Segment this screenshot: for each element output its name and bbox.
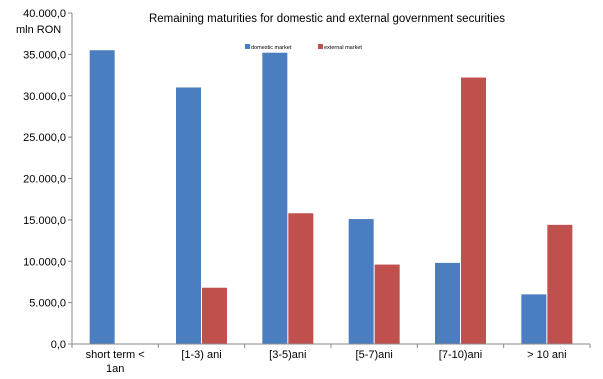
y-tick-label: 40.000,0 — [23, 8, 66, 20]
bar-external — [547, 224, 573, 344]
bar-domestic — [262, 52, 288, 344]
x-tick-label: [3-5)ani — [269, 349, 306, 361]
legend-label: domestic market — [251, 45, 292, 51]
x-tick-label: > 10 ani — [527, 349, 566, 361]
x-tick-label: [7-10)ani — [439, 349, 482, 361]
bar-external — [374, 264, 400, 344]
y-tick-label: 20.000,0 — [23, 174, 66, 186]
bars — [89, 50, 573, 345]
y-tick-label: 10.000,0 — [23, 256, 66, 268]
bar-external — [202, 287, 227, 344]
legend-label: external market — [324, 45, 362, 51]
bar-domestic — [89, 50, 115, 345]
y-axis-label: mln RON — [16, 24, 61, 36]
bar-external — [461, 77, 486, 345]
bar-domestic — [435, 262, 460, 344]
y-tick-label: 5.000,0 — [29, 298, 66, 310]
x-tick-label: short term <1an — [86, 349, 145, 375]
y-tick-label: 35.000,0 — [23, 49, 66, 61]
legend: domestic market external market — [245, 44, 362, 51]
bar-domestic — [348, 219, 374, 344]
y-axis-ticks: 0,0 5.000,0 10.000,0 15.000,0 20.000,0 25.000… — [23, 8, 72, 351]
legend-swatch — [318, 44, 323, 49]
y-tick-label: 30.000,0 — [23, 91, 66, 103]
x-tick-label: [1-3) ani — [181, 349, 221, 361]
x-axis-ticks: short term <1an [1-3) ani [3-5)ani [5-7)ani… — [71, 344, 591, 375]
x-tick-label: [5-7)ani — [356, 349, 393, 361]
bar-domestic — [521, 294, 547, 344]
bar-external — [288, 213, 314, 344]
y-tick-label: 0,0 — [51, 339, 66, 351]
y-tick-label: 25.000,0 — [23, 132, 66, 144]
chart-title: Remaining maturities for domestic and ex… — [149, 13, 505, 25]
legend-swatch — [245, 44, 250, 49]
bar-domestic — [176, 87, 201, 344]
y-tick-label: 15.000,0 — [23, 215, 66, 227]
